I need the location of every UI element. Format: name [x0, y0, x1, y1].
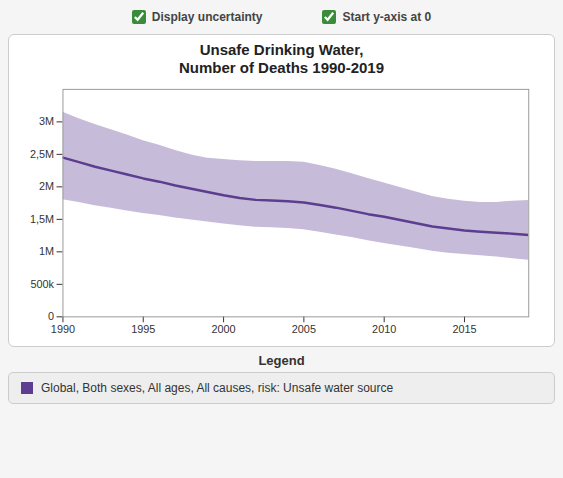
html-text:Display uncertainty: Display uncertainty [151, 10, 263, 24]
svg-text:500k: 500k [30, 278, 54, 290]
svg-text:1995: 1995 [131, 323, 155, 335]
svg-text:2000: 2000 [211, 323, 235, 335]
html-text:Start y-axis at 0: Start y-axis at 0 [342, 10, 432, 24]
svg-text:2M: 2M [39, 180, 54, 192]
svg-text:2005: 2005 [292, 323, 316, 335]
html-text:Global, Both sexes, All ages,: Global, Both sexes, All ages, All causes… [41, 381, 394, 395]
html-text:Unsafe Drinking Water, Number: Unsafe Drinking Water, Number of Deaths … [179, 41, 384, 76]
svg-text:3M: 3M [39, 115, 54, 127]
svg-text:1,5M: 1,5M [30, 213, 54, 225]
svg-text:2010: 2010 [372, 323, 396, 335]
svg-text:2015: 2015 [452, 323, 476, 335]
svg-text:1990: 1990 [51, 323, 75, 335]
html-text:Legend: Legend [258, 353, 305, 368]
svg-text:0: 0 [48, 310, 54, 322]
svg-text:2,5M: 2,5M [30, 148, 54, 160]
svg-text:1M: 1M [39, 245, 54, 257]
